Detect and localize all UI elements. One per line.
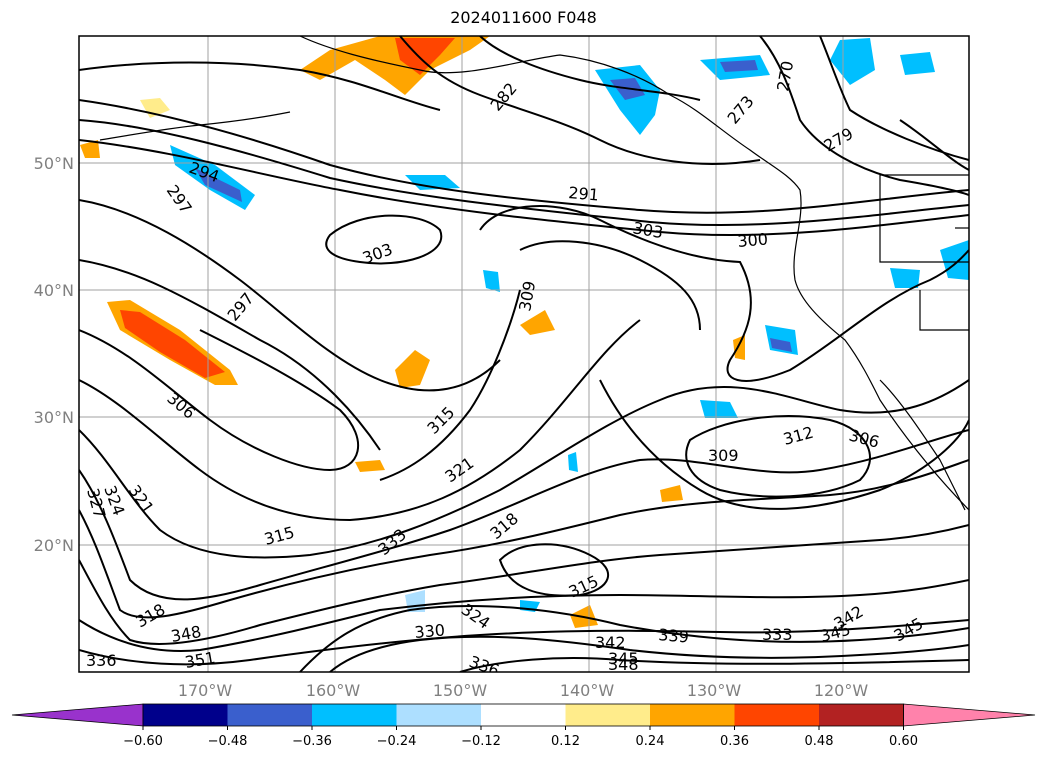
colorbar-tick-label: −0.24 xyxy=(377,734,417,749)
contour-label: 348 xyxy=(608,655,639,674)
colorbar-segment xyxy=(734,704,819,726)
contour-label: 333 xyxy=(762,625,793,644)
lat-label: 20°N xyxy=(34,536,74,555)
colorbar-segment xyxy=(227,704,312,726)
lat-label: 50°N xyxy=(34,154,74,173)
colorbar-tick-label: −0.60 xyxy=(123,734,163,749)
lon-label: 170°W xyxy=(178,681,233,700)
coastlines xyxy=(99,36,969,511)
contour-label: 300 xyxy=(737,229,769,251)
contour-label: 330 xyxy=(414,620,446,642)
lon-label: 150°W xyxy=(433,681,488,700)
lon-label: 130°W xyxy=(687,681,742,700)
colorbar-tick-label: 0.48 xyxy=(805,734,834,749)
colorbar-segment xyxy=(481,704,566,726)
colorbar-segment xyxy=(819,704,904,726)
colorbar-segment xyxy=(565,704,650,726)
colorbar-tick-label: 0.36 xyxy=(720,734,749,749)
colorbar-segment xyxy=(143,704,228,726)
lon-label: 140°W xyxy=(560,681,615,700)
lat-label: 30°N xyxy=(34,408,74,427)
contour-label: 336 xyxy=(86,651,117,670)
colorbar-tick-label: −0.12 xyxy=(461,734,501,749)
map-frame xyxy=(78,35,970,673)
lon-label: 120°W xyxy=(814,681,869,700)
map-title: 2024011600 F048 xyxy=(450,8,597,27)
colorbar-tick-label: 0.24 xyxy=(636,734,665,749)
colorbar-segment xyxy=(396,704,481,726)
lon-label: 160°W xyxy=(306,681,361,700)
colorbar-border xyxy=(142,703,904,727)
colorbar: −0.60 −0.48 −0.36 −0.24 −0.12 0.12 0.24 0.36 0.4… xyxy=(11,703,1036,749)
longitude-labels: 170°W 160°W 150°W 140°W 130°W 120°W xyxy=(178,681,869,700)
latitude-labels: 50°N 40°N 30°N 20°N xyxy=(34,154,74,555)
shaded-patches xyxy=(80,36,969,628)
lat-label: 40°N xyxy=(34,281,74,300)
colorbar-tick-label: 0.60 xyxy=(889,734,918,749)
contour-label: 339 xyxy=(658,625,690,647)
contour-label: 291 xyxy=(568,183,600,205)
colorbar-tick-label: 0.12 xyxy=(551,734,580,749)
colorbar-extend-left xyxy=(11,703,144,727)
colorbar-tick-label: −0.36 xyxy=(292,734,332,749)
contour-label: 345 xyxy=(608,649,639,668)
contour-lines xyxy=(79,36,969,672)
colorbar-segment xyxy=(312,704,397,726)
colorbar-segment xyxy=(650,704,735,726)
contour-label: 342 xyxy=(595,633,626,652)
colorbar-extend-right xyxy=(903,703,1036,727)
colorbar-tick-label: −0.48 xyxy=(208,734,248,749)
contour-label: 309 xyxy=(708,446,739,465)
